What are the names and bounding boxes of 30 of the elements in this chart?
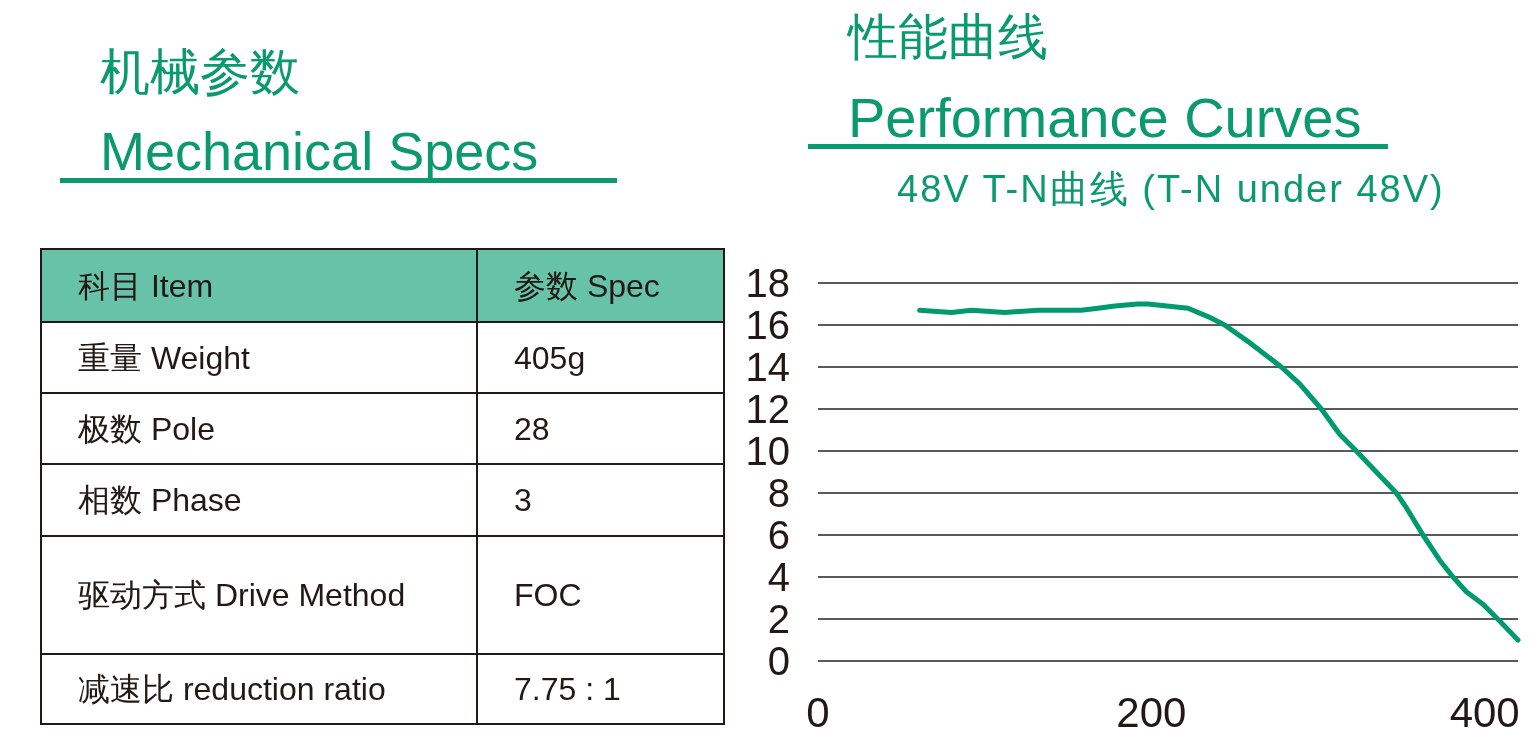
y-tick-label: 8	[767, 471, 790, 515]
text: Mechanical Specs	[100, 121, 539, 181]
text: 3	[477, 464, 724, 536]
y-tick-label: 0	[767, 639, 790, 683]
text: 机械参数	[100, 44, 300, 100]
chart-subtitle: Performance Curves	[848, 86, 1362, 149]
text: 参数 Spec	[477, 249, 724, 322]
text: 科目 Item	[41, 249, 477, 322]
y-tick-label: 16	[745, 303, 790, 347]
text: 48V T-N曲线 (T-N under 48V)	[897, 168, 1445, 210]
y-tick-label: 12	[745, 387, 790, 431]
text: 相数 Phase	[41, 464, 477, 536]
text: 重量 Weight	[41, 322, 477, 393]
y-tick-label: 6	[767, 513, 790, 557]
y-tick-label: 10	[745, 429, 790, 473]
x-tick-label: 200	[1116, 688, 1187, 736]
text: FOC	[477, 536, 724, 654]
y-tick-label: 14	[745, 345, 790, 389]
text: 405g	[477, 322, 724, 393]
y-tick-label: 4	[767, 555, 790, 599]
x-tick-label: 400	[1449, 688, 1520, 736]
x-tick-label: 0	[806, 688, 830, 736]
text: 28	[477, 393, 724, 464]
text: 驱动方式 Drive Method	[41, 536, 477, 654]
y-tick-label: 2	[767, 597, 790, 641]
text: 极数 Pole	[41, 393, 477, 464]
text: 减速比 reduction ratio	[41, 654, 477, 724]
chart-title: 性能曲线	[848, 9, 1048, 65]
y-tick-label: 18	[745, 261, 790, 305]
text: 7.75 : 1	[477, 654, 724, 724]
